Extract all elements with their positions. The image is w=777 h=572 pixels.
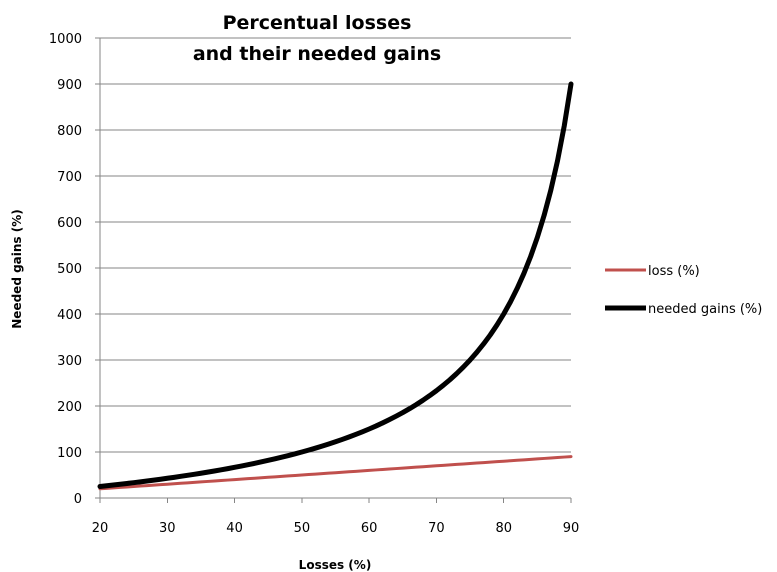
x-tick-label: 40 (226, 521, 243, 536)
y-tick-labels: 0 100 200 300 400 500 600 700 800 900 1000 (49, 32, 82, 507)
y-tick-label: 400 (57, 308, 82, 323)
series-lines (97, 81, 574, 491)
x-tick-label: 60 (361, 521, 378, 536)
y-tick-label: 0 (74, 492, 82, 507)
y-tick-label: 900 (57, 78, 82, 93)
chart-title-line-1: Percentual losses (223, 12, 412, 34)
y-tick-label: 600 (57, 216, 82, 231)
x-tick-label: 90 (563, 521, 580, 536)
series-line-loss (98, 455, 573, 491)
chart-title-line-2: and their needed gains (193, 43, 441, 65)
y-tick-label: 500 (57, 262, 82, 277)
x-tick-label: 80 (495, 521, 512, 536)
y-tick-label: 700 (57, 170, 82, 185)
legend: loss (%) needed gains (%) (605, 264, 762, 317)
series-line-needed-gains (97, 81, 574, 489)
legend-label-loss: loss (%) (648, 264, 700, 279)
gridlines (100, 37, 571, 453)
x-tick-label: 30 (159, 521, 176, 536)
y-tick-label: 1000 (49, 32, 82, 47)
y-tick-label: 100 (57, 446, 82, 461)
legend-label-needed-gains: needed gains (%) (648, 302, 762, 317)
y-tick-label: 800 (57, 124, 82, 139)
x-tick-labels: 20 30 40 50 60 70 80 90 (92, 521, 580, 536)
x-axis-title: Losses (%) (299, 558, 372, 572)
x-tick-label: 50 (294, 521, 311, 536)
y-axis-title: Needed gains (%) (10, 209, 24, 328)
y-tick-label: 200 (57, 400, 82, 415)
x-tick-label: 20 (92, 521, 109, 536)
y-tick-label: 300 (57, 354, 82, 369)
axes (95, 37, 572, 503)
x-tick-label: 70 (428, 521, 445, 536)
